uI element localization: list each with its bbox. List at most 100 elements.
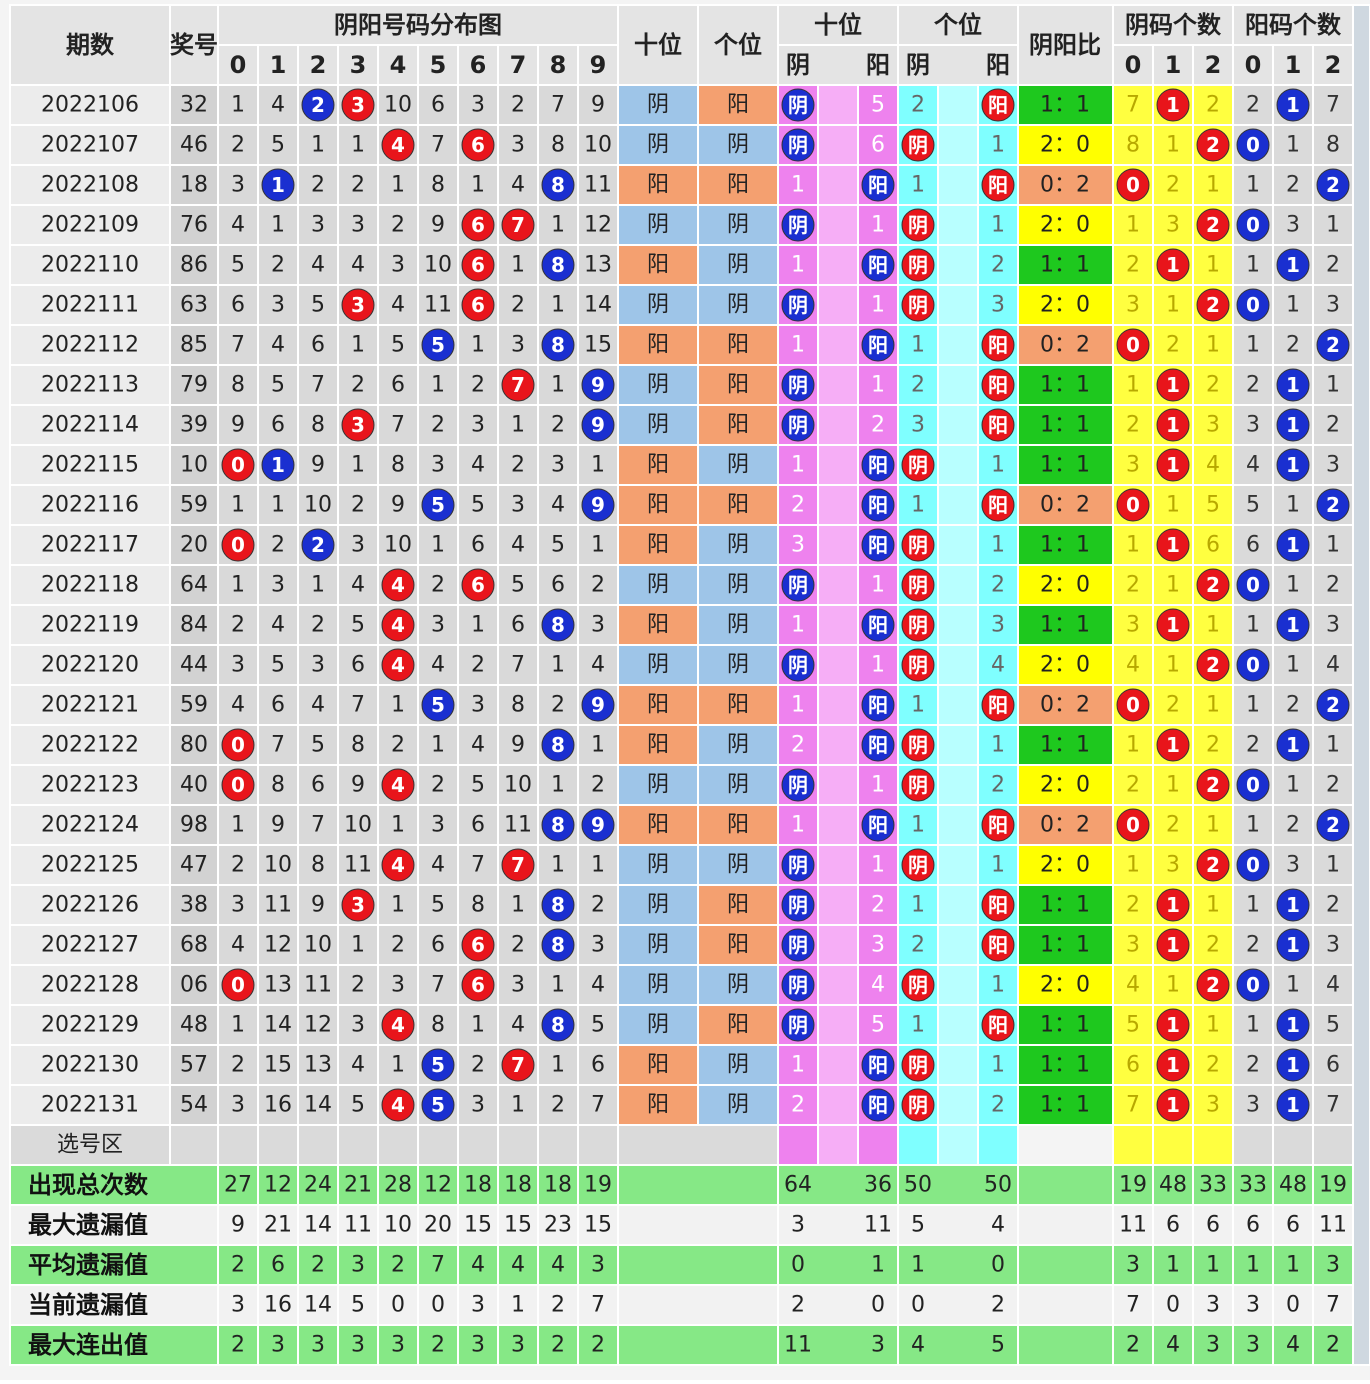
cell: [937, 324, 979, 366]
cell-text: 48: [1159, 1173, 1187, 1198]
cell-text: 1: [1286, 493, 1300, 518]
cell-text: 2: [591, 1333, 605, 1358]
cell: [1017, 524, 1114, 566]
cell: [537, 524, 579, 566]
cell: [497, 924, 539, 966]
cell-text: 27: [224, 1173, 252, 1198]
cell-text: 11: [1119, 1213, 1147, 1238]
cell: [1192, 804, 1234, 846]
cell: [1312, 604, 1354, 646]
cell-text: 8: [551, 133, 565, 158]
cell: [257, 404, 299, 446]
cell-text: 8: [231, 373, 245, 398]
hit-text: 2: [1206, 853, 1220, 877]
cell-text: 1: [1246, 813, 1260, 838]
cell-text: 4: [231, 693, 245, 718]
hit-circle: [901, 568, 935, 602]
cell-text: 14: [584, 293, 612, 318]
hit-text: 1: [1166, 533, 1180, 557]
cell: [697, 524, 779, 566]
hit-circle: [901, 1048, 935, 1082]
cell: [169, 1124, 219, 1166]
header-text: 1: [1165, 51, 1182, 79]
cell-text: 11: [304, 973, 332, 998]
cell-text: 2022113: [41, 373, 139, 398]
cell-text: 阴: [647, 893, 669, 918]
hit-text: 阳: [868, 333, 888, 357]
cell-text: 1：1: [1040, 1053, 1090, 1078]
cell-text: 2: [1326, 1333, 1340, 1358]
cell-text: 9: [511, 733, 525, 758]
cell-text: 59: [180, 693, 208, 718]
cell: [697, 244, 779, 286]
cell-text: 1：1: [1040, 933, 1090, 958]
cell: [217, 1124, 259, 1166]
cell-text: 2: [1126, 573, 1140, 598]
cell: [169, 804, 219, 846]
cell: [1017, 1324, 1114, 1366]
header-text: 0: [1125, 51, 1142, 79]
cell-text: 阳: [727, 813, 749, 838]
cell-text: 10: [180, 453, 208, 478]
cell-text: 8: [471, 893, 485, 918]
cell: [777, 1284, 899, 1326]
cell: [937, 244, 979, 286]
hit-text: 阳: [868, 533, 888, 557]
cell-text: 1: [1246, 613, 1260, 638]
hit-text: 阴: [908, 1053, 928, 1077]
cell: [417, 1324, 459, 1366]
cell-text: 2: [351, 373, 365, 398]
cell: [9, 1244, 219, 1286]
cell-text: 64: [784, 1173, 812, 1198]
cell-text: 8: [431, 1013, 445, 1038]
cell-text: 3: [991, 613, 1005, 638]
cell-text: 1: [511, 1093, 525, 1118]
cell: [257, 204, 299, 246]
cell-text: 阴: [727, 253, 749, 278]
cell-text: 3: [511, 333, 525, 358]
cell: [257, 244, 299, 286]
cell-text: 3: [1166, 853, 1180, 878]
hit-circle: [1156, 1048, 1190, 1082]
cell-text: 6: [1206, 1213, 1220, 1238]
cell-text: 6: [311, 333, 325, 358]
cell-text: 4: [271, 93, 285, 118]
hit-circle: [1276, 1008, 1310, 1042]
cell: [217, 324, 259, 366]
cell-text: 2: [391, 733, 405, 758]
cell-text: 3: [231, 1093, 245, 1118]
stat-label: 最大连出值: [28, 1331, 148, 1359]
cell: [817, 604, 859, 646]
hit-circle: [1156, 728, 1190, 762]
hit-text: 2: [1206, 573, 1220, 597]
cell: [9, 324, 171, 366]
cell-text: 9: [311, 453, 325, 478]
cell-text: 1: [1206, 173, 1220, 198]
cell-text: 3: [1246, 1293, 1260, 1318]
cell-text: 阴: [647, 853, 669, 878]
cell: [257, 284, 299, 326]
hit-circle: [1196, 568, 1230, 602]
cell: [697, 4, 779, 86]
cell: [937, 444, 979, 486]
hit-circle: [541, 608, 575, 642]
cell: [297, 1044, 339, 1086]
cell-text: 11: [344, 853, 372, 878]
cell-text: 6: [1246, 533, 1260, 558]
cell: [337, 324, 379, 366]
cell-text: 1: [1246, 1253, 1260, 1278]
cell-text: 阴: [727, 613, 749, 638]
cell: [1312, 1284, 1354, 1326]
cell-text: 4: [471, 453, 485, 478]
hit-circle: [221, 728, 255, 762]
cell-text: 9: [311, 893, 325, 918]
cell: [417, 284, 459, 326]
hit-text: 1: [271, 453, 285, 477]
cell: [457, 44, 499, 86]
cell: [937, 964, 979, 1006]
cell: [817, 844, 859, 886]
cell-text: 3: [1246, 1333, 1260, 1358]
hit-text: 4: [391, 773, 405, 797]
cell: [1017, 604, 1114, 646]
hit-text: 0: [1126, 813, 1140, 837]
